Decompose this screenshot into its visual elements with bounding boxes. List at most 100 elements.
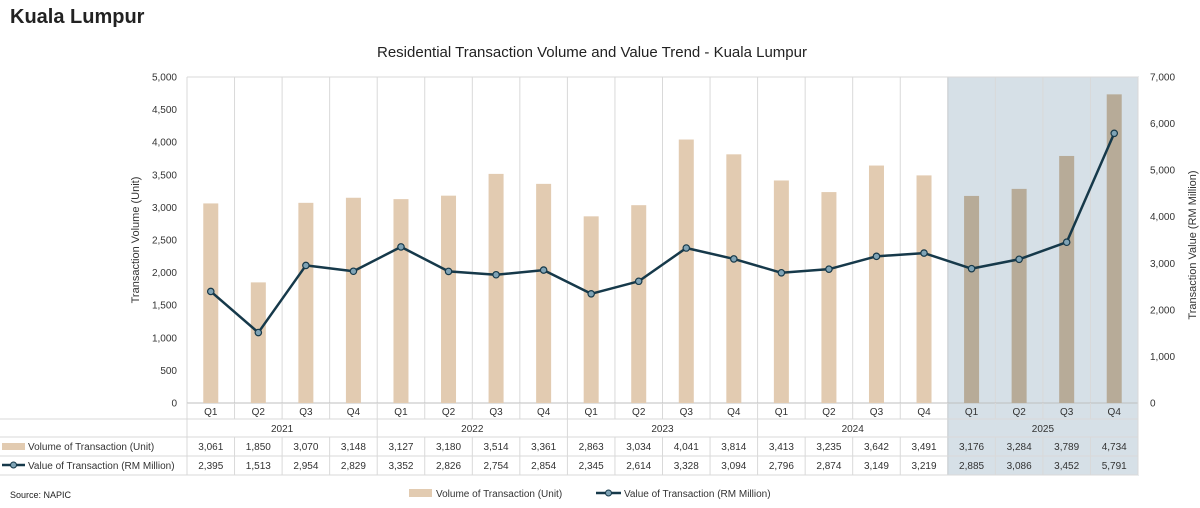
volume-data-label: 3,180 — [436, 442, 461, 453]
x-tick-year: 2021 — [271, 424, 294, 435]
volume-bar — [1011, 188, 1027, 403]
volume-data-label: 3,176 — [959, 442, 984, 453]
value-marker — [1015, 255, 1023, 264]
value-data-label: 2,345 — [579, 461, 604, 472]
source-note: Source: NAPIC — [10, 490, 72, 500]
value-marker — [730, 255, 738, 263]
x-tick-quarter: Q1 — [965, 407, 979, 418]
x-tick-year: 2022 — [461, 424, 484, 435]
y-axis-title: Transaction Volume (Unit) — [130, 177, 142, 304]
x-tick-quarter: Q4 — [1108, 407, 1122, 418]
table-row-header-value: Value of Transaction (RM Million) — [28, 461, 175, 472]
y2-tick-label: 1,000 — [1150, 352, 1175, 363]
y2-tick-label: 7,000 — [1150, 73, 1175, 84]
volume-data-label: 3,491 — [912, 442, 937, 453]
table-legend-line-marker — [10, 461, 17, 469]
value-data-label: 2,754 — [484, 461, 509, 472]
y-tick-label: 500 — [160, 366, 177, 377]
volume-data-label: 3,413 — [769, 442, 794, 453]
x-tick-quarter: Q4 — [347, 407, 361, 418]
volume-data-label: 3,148 — [341, 442, 366, 453]
volume-bar — [678, 139, 694, 403]
x-tick-quarter: Q2 — [822, 407, 836, 418]
x-tick-quarter: Q2 — [632, 407, 646, 418]
value-marker — [302, 261, 310, 270]
y-tick-label: 1,500 — [152, 301, 177, 312]
volume-data-label: 1,850 — [246, 442, 271, 453]
x-tick-quarter: Q2 — [1012, 407, 1026, 418]
volume-data-label: 3,127 — [388, 442, 413, 453]
y2-tick-label: 6,000 — [1150, 119, 1175, 130]
volume-bar — [250, 282, 266, 403]
value-marker — [206, 287, 215, 296]
volume-data-label: 3,070 — [293, 442, 318, 453]
volume-data-label: 3,814 — [721, 442, 746, 453]
x-tick-quarter: Q3 — [489, 407, 503, 418]
volume-data-label: 3,034 — [626, 442, 651, 453]
x-tick-quarter: Q1 — [204, 407, 218, 418]
value-data-label: 5,791 — [1102, 461, 1127, 472]
y-tick-label: 5,000 — [152, 73, 177, 84]
volume-data-label: 2,863 — [579, 442, 604, 453]
y-tick-label: 4,500 — [152, 105, 177, 116]
volume-data-label: 3,061 — [198, 442, 223, 453]
value-marker — [1110, 129, 1119, 138]
value-marker — [634, 277, 643, 286]
value-data-label: 2,614 — [626, 461, 651, 472]
value-data-label: 2,796 — [769, 461, 794, 472]
y-tick-label: 3,500 — [152, 170, 177, 181]
value-marker — [587, 289, 595, 298]
volume-bar — [345, 197, 361, 403]
volume-bar — [631, 205, 647, 403]
y2-tick-label: 5,000 — [1150, 166, 1175, 177]
legend-value: Value of Transaction (RM Million) — [624, 489, 771, 500]
volume-data-label: 3,235 — [816, 442, 841, 453]
volume-bar — [868, 165, 884, 403]
table-row-header-volume: Volume of Transaction (Unit) — [28, 442, 154, 453]
page-title: Kuala Lumpur — [10, 6, 145, 28]
volume-bar — [964, 195, 980, 403]
y2-tick-label: 2,000 — [1150, 305, 1175, 316]
table-legend-bar-swatch — [2, 443, 25, 450]
value-marker — [492, 270, 500, 279]
volume-data-label: 3,789 — [1054, 442, 1079, 453]
volume-data-label: 3,361 — [531, 442, 556, 453]
x-tick-quarter: Q1 — [775, 407, 789, 418]
x-tick-quarter: Q2 — [252, 407, 266, 418]
value-marker — [682, 244, 691, 252]
y-tick-label: 2,500 — [152, 236, 177, 247]
value-marker — [254, 328, 263, 337]
y-tick-label: 1,000 — [152, 333, 177, 344]
volume-bar — [773, 180, 789, 403]
volume-data-label: 3,284 — [1007, 442, 1032, 453]
y2-axis-title: Transaction Value (RM Million) — [1187, 170, 1199, 319]
x-tick-quarter: Q1 — [585, 407, 599, 418]
value-marker — [920, 249, 928, 257]
value-marker — [397, 243, 405, 251]
value-data-label: 2,395 — [198, 461, 223, 472]
volume-data-label: 3,642 — [864, 442, 889, 453]
value-data-label: 2,954 — [293, 461, 318, 472]
value-marker — [967, 264, 976, 273]
value-marker — [825, 265, 833, 273]
x-tick-quarter: Q4 — [917, 407, 931, 418]
volume-bar — [726, 154, 742, 403]
value-data-label: 3,094 — [721, 461, 746, 472]
legend-volume: Volume of Transaction (Unit) — [436, 489, 562, 500]
y-tick-label: 2,000 — [152, 268, 177, 279]
volume-data-label: 3,514 — [484, 442, 509, 453]
x-tick-quarter: Q3 — [680, 407, 694, 418]
value-line — [209, 132, 1116, 334]
value-marker — [444, 267, 453, 276]
volume-bar — [536, 183, 552, 403]
x-tick-year: 2023 — [651, 424, 674, 435]
value-marker — [1062, 238, 1071, 247]
legend-bar-swatch — [409, 489, 432, 497]
value-data-label: 1,513 — [246, 461, 271, 472]
volume-bar — [1059, 155, 1075, 403]
volume-bar — [298, 202, 314, 403]
value-data-label: 3,149 — [864, 461, 889, 472]
x-tick-quarter: Q2 — [442, 407, 456, 418]
y-tick-label: 4,000 — [152, 138, 177, 149]
